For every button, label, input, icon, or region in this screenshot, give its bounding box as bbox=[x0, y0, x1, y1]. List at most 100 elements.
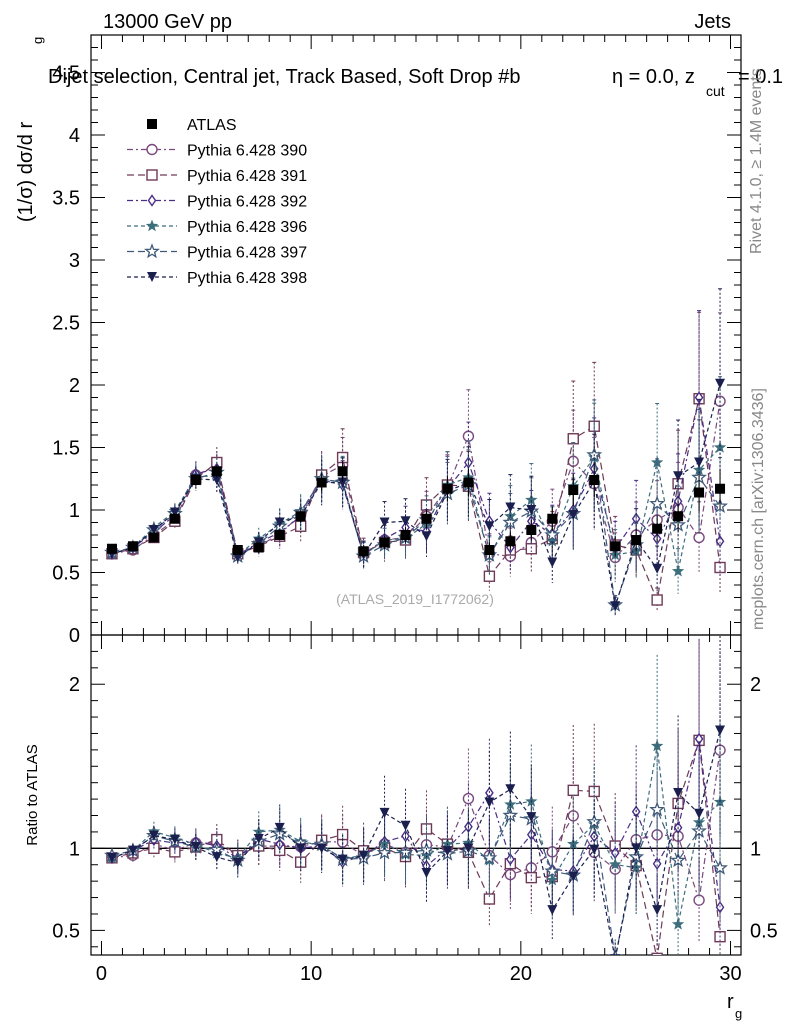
point-atlas bbox=[610, 541, 621, 552]
ratio-point-pythia-6-428-398 bbox=[631, 843, 642, 854]
point-pythia-6-428-398 bbox=[148, 525, 159, 535]
point-pythia-6-428-397 bbox=[544, 526, 561, 542]
ratio-point-pythia-6-428-398 bbox=[589, 844, 600, 855]
ratio-point-pythia-6-428-398 bbox=[211, 852, 222, 863]
point-atlas bbox=[379, 537, 390, 548]
plot-title-suffix-text: η = 0.0, z bbox=[612, 66, 695, 88]
main-ytick-label: 4 bbox=[69, 125, 80, 147]
point-pythia-6-428-390 bbox=[693, 531, 705, 544]
ratio-point-pythia-6-428-398 bbox=[127, 845, 138, 856]
legend-marker-pythia-6-428-392 bbox=[147, 194, 157, 207]
point-pythia-6-428-398 bbox=[379, 517, 390, 528]
ratio-line-pythia-6-428-392 bbox=[111, 738, 721, 908]
point-atlas bbox=[127, 541, 138, 552]
main-ytick-label: 4.5 bbox=[52, 63, 80, 85]
point-atlas bbox=[568, 485, 579, 495]
point-atlas bbox=[274, 530, 285, 540]
legend-label-pythia-6-428-392: Pythia 6.428 392 bbox=[187, 194, 307, 211]
legend-label-pythia-6-428-391: Pythia 6.428 391 bbox=[187, 168, 307, 185]
ratio-point-pythia-6-428-398 bbox=[316, 843, 327, 854]
main-ylabel-text: (1/σ) dσ/d r bbox=[15, 122, 37, 223]
series-line-pythia-6-428-391 bbox=[111, 398, 721, 603]
energy-label: 13000 GeV pp bbox=[103, 11, 232, 33]
xlabel-sub: g bbox=[735, 1006, 742, 1021]
main-ylabel: (1/σ) dσ/d r bbox=[15, 122, 37, 223]
ratio-point-pythia-6-428-398 bbox=[253, 833, 264, 844]
ratio-line-pythia-6-428-396 bbox=[111, 745, 721, 925]
legend-marker-atlas bbox=[147, 119, 157, 129]
ratio-point-pythia-6-428-398 bbox=[337, 854, 348, 865]
xtick-label: 10 bbox=[300, 963, 322, 985]
point-pythia-6-428-398 bbox=[484, 521, 495, 532]
ratio-point-pythia-6-428-398 bbox=[421, 868, 432, 879]
point-atlas bbox=[421, 513, 432, 524]
ratio-point-pythia-6-428-398 bbox=[232, 857, 243, 868]
point-pythia-6-428-398 bbox=[421, 531, 432, 542]
ratio-ytick-label: 2 bbox=[69, 674, 80, 696]
point-pythia-6-428-398 bbox=[568, 510, 579, 520]
ratio-point-pythia-6-428-397 bbox=[376, 844, 393, 860]
point-pythia-6-428-397 bbox=[502, 514, 519, 530]
legend-marker-pythia-6-428-397 bbox=[144, 243, 160, 259]
point-pythia-6-428-398 bbox=[169, 507, 180, 518]
point-atlas bbox=[484, 545, 495, 555]
main-ytick-label: 3.5 bbox=[52, 188, 80, 210]
ratio-point-pythia-6-428-398 bbox=[442, 846, 453, 857]
legend-label-pythia-6-428-398: Pythia 6.428 398 bbox=[187, 270, 307, 287]
legend-marker-pythia-6-428-396 bbox=[145, 219, 159, 232]
series-line-pythia-6-428-398 bbox=[111, 383, 721, 607]
point-atlas bbox=[211, 466, 222, 477]
point-pythia-6-428-391 bbox=[651, 594, 663, 606]
ratio-point-pythia-6-428-398 bbox=[169, 834, 180, 845]
mcplots-label: mcplots.cern.ch [arXiv:1306.3436] bbox=[750, 388, 767, 630]
point-atlas bbox=[694, 487, 705, 498]
ratio-frame bbox=[90, 634, 742, 956]
point-atlas bbox=[148, 532, 159, 543]
point-pythia-6-428-396 bbox=[713, 441, 727, 453]
point-atlas bbox=[526, 525, 537, 535]
ratio-point-pythia-6-428-398 bbox=[610, 954, 621, 955]
ratio-point-pythia-6-428-398 bbox=[400, 820, 411, 831]
legend-marker-pythia-6-428-390 bbox=[146, 143, 158, 156]
point-atlas bbox=[505, 536, 516, 547]
ratio-point-pythia-6-428-397 bbox=[502, 807, 519, 823]
ratio-point-pythia-6-428-398 bbox=[694, 808, 705, 819]
ratio-point-pythia-6-428-398 bbox=[274, 822, 285, 833]
plot-title-subscript: cut bbox=[706, 83, 725, 99]
point-atlas bbox=[673, 511, 684, 522]
analysis-id: (ATLAS_2019_I1772062) bbox=[336, 591, 494, 607]
point-pythia-6-428-397 bbox=[649, 495, 666, 511]
point-atlas bbox=[169, 513, 180, 524]
ratio-point-pythia-6-428-398 bbox=[295, 843, 306, 854]
main-ytick-label: 0 bbox=[69, 625, 80, 647]
ratio-point-pythia-6-428-392 bbox=[506, 853, 515, 866]
point-pythia-6-428-391 bbox=[525, 543, 538, 555]
ratio-point-pythia-6-428-390 bbox=[693, 894, 705, 906]
axes-layer: 0 10 20 30 0 0.5 1 1.5 2 2.5 3 3.5 4 4.5 0.5 0.5 1 1 2 2 bbox=[52, 35, 778, 985]
point-pythia-6-428-396 bbox=[671, 564, 685, 577]
point-pythia-6-428-392 bbox=[694, 391, 704, 404]
ratio-point-pythia-6-428-398 bbox=[505, 784, 516, 795]
ratio-point-pythia-6-428-398 bbox=[673, 788, 684, 799]
ratio-point-pythia-6-428-391 bbox=[525, 871, 538, 884]
series-line-pythia-6-428-390 bbox=[111, 401, 721, 559]
ratio-ytick-label: 0.5 bbox=[52, 920, 80, 942]
ratio-point-pythia-6-428-398 bbox=[148, 830, 159, 841]
point-atlas bbox=[295, 511, 306, 522]
main-ytick-label: 2.5 bbox=[52, 313, 80, 335]
point-pythia-6-428-396 bbox=[650, 456, 664, 468]
point-pythia-6-428-398 bbox=[694, 457, 705, 468]
legend-label-pythia-6-428-390: Pythia 6.428 390 bbox=[187, 143, 307, 160]
ratio-point-pythia-6-428-391 bbox=[483, 893, 496, 905]
point-atlas bbox=[442, 483, 453, 494]
ratio-point-pythia-6-428-398 bbox=[526, 812, 537, 823]
ratio-point-pythia-6-428-398 bbox=[463, 843, 474, 854]
legend-marker-pythia-6-428-398 bbox=[147, 272, 157, 282]
main-ytick-label: 1.5 bbox=[52, 438, 80, 460]
ratio-point-pythia-6-428-398 bbox=[568, 871, 579, 882]
point-pythia-6-428-398 bbox=[274, 517, 285, 528]
rivet-label: Rivet 4.1.0, ≥ 1.4M events bbox=[748, 68, 765, 254]
ratio-point-pythia-6-428-398 bbox=[652, 905, 663, 916]
point-pythia-6-428-398 bbox=[610, 601, 621, 612]
